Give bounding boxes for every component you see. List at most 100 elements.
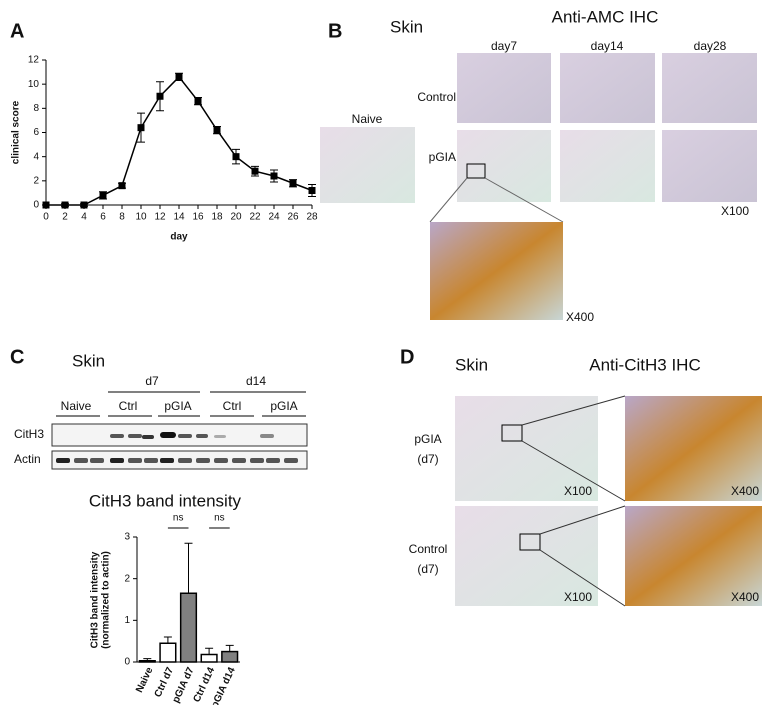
panel-letters: A B C D bbox=[10, 20, 414, 368]
panel-letter: A bbox=[10, 20, 24, 42]
x-tick-label: 28 bbox=[306, 212, 318, 223]
marker bbox=[99, 191, 107, 199]
x-tick-label: 8 bbox=[119, 212, 125, 223]
micrograph bbox=[625, 396, 762, 501]
x-tick-label: 20 bbox=[230, 212, 242, 223]
title: Anti-AMC IHC bbox=[552, 7, 659, 26]
zoom-line bbox=[539, 505, 626, 535]
error-bar bbox=[184, 542, 193, 594]
x-tick-label: 10 bbox=[135, 212, 147, 223]
micrograph bbox=[457, 130, 551, 202]
group-label: d14 bbox=[246, 374, 266, 388]
zoom-line bbox=[429, 177, 468, 223]
micrograph bbox=[560, 53, 655, 123]
marker bbox=[42, 201, 50, 209]
line bbox=[46, 75, 313, 206]
panel-c: Skin d7 d14 Naive Ctrl pGIA Ctrl pGIA Ci… bbox=[14, 351, 308, 470]
marker bbox=[308, 187, 316, 194]
zoom-box bbox=[519, 533, 541, 551]
row-label: (d7) bbox=[417, 562, 438, 576]
lane-label: Naive bbox=[61, 399, 92, 413]
y-tick-label: 8 bbox=[33, 103, 39, 114]
bar bbox=[138, 660, 156, 663]
row-label: (d7) bbox=[417, 452, 438, 466]
panel-letter: B bbox=[328, 20, 342, 42]
x-axis-label: day bbox=[170, 232, 188, 243]
col-label: day14 bbox=[591, 39, 624, 53]
marker bbox=[80, 201, 88, 209]
y-tick-label: 6 bbox=[33, 127, 39, 138]
y-axis-label: (normalized to actin) bbox=[101, 551, 112, 649]
y-axis-label: clinical score bbox=[11, 100, 22, 164]
bar bbox=[221, 650, 239, 663]
zoom-line bbox=[521, 440, 626, 502]
x-tick-label: 22 bbox=[249, 212, 261, 223]
col-label: day7 bbox=[491, 39, 517, 53]
blot-label: Actin bbox=[14, 452, 41, 466]
marker bbox=[61, 201, 69, 209]
row-label: pGIA bbox=[414, 432, 441, 446]
panel-d: Skin Anti-CitH3 IHC pGIA (d7) Control (d… bbox=[409, 355, 762, 607]
y-tick-label: 2 bbox=[33, 175, 39, 186]
marker bbox=[137, 124, 145, 132]
tissue: Skin bbox=[455, 355, 488, 374]
x-tick-label: 12 bbox=[154, 212, 166, 223]
y-tick-label: 12 bbox=[28, 55, 40, 66]
micrograph bbox=[662, 130, 757, 202]
micrograph bbox=[455, 396, 598, 501]
title: Anti-CitH3 IHC bbox=[589, 355, 700, 374]
zoom-line bbox=[484, 177, 564, 223]
magnification: X400 bbox=[731, 590, 759, 604]
panel-b: Skin Anti-AMC IHC day7 day14 day28 Contr… bbox=[320, 7, 757, 324]
y-tick-label: 0 bbox=[124, 657, 130, 668]
magnification: X100 bbox=[564, 484, 592, 498]
lane-label: pGIA bbox=[164, 399, 191, 413]
group-label: d7 bbox=[145, 374, 159, 388]
annotation: ns bbox=[173, 513, 184, 524]
col-label: Naive bbox=[352, 112, 383, 126]
magnification: X100 bbox=[721, 204, 749, 218]
col-label: day28 bbox=[694, 39, 727, 53]
marker bbox=[232, 153, 240, 161]
x-tick-label: 26 bbox=[287, 212, 299, 223]
y-tick-label: 2 bbox=[124, 573, 130, 584]
x-tick-label: 4 bbox=[81, 212, 87, 223]
x-tick-label: 2 bbox=[62, 212, 68, 223]
micrograph bbox=[320, 127, 415, 203]
bar bbox=[200, 653, 218, 663]
marker bbox=[213, 126, 221, 134]
panel-letter: D bbox=[400, 346, 414, 368]
micrograph bbox=[560, 130, 655, 202]
zoom-line bbox=[539, 549, 626, 607]
zoom-box bbox=[501, 424, 523, 442]
panel-letter: C bbox=[10, 346, 24, 368]
micrograph bbox=[662, 53, 757, 123]
y-tick-label: 3 bbox=[124, 532, 130, 543]
blot-label: CitH3 bbox=[14, 427, 44, 441]
x-tick-label: 18 bbox=[211, 212, 223, 223]
marker bbox=[270, 172, 278, 180]
y-axis-label: CitH3 band intensity bbox=[90, 551, 101, 648]
chart-title: CitH3 band intensity bbox=[89, 491, 242, 510]
row-label: Control bbox=[409, 542, 448, 556]
lane-label: pGIA bbox=[270, 399, 297, 413]
marker bbox=[118, 182, 126, 190]
zoom-line bbox=[521, 395, 626, 426]
tissue: Skin bbox=[72, 351, 105, 370]
micrograph bbox=[457, 53, 551, 123]
error-bar bbox=[205, 647, 214, 655]
lane-label: Ctrl bbox=[223, 399, 242, 413]
lane-label: Ctrl bbox=[119, 399, 138, 413]
x-tick-label: 24 bbox=[268, 212, 280, 223]
marker bbox=[156, 92, 164, 100]
row-label: Control bbox=[417, 90, 456, 104]
micrograph bbox=[625, 506, 762, 606]
x-tick-label: Naive bbox=[134, 665, 155, 694]
bar bbox=[179, 592, 198, 663]
y-tick-label: 10 bbox=[28, 79, 40, 90]
error-bar bbox=[225, 644, 234, 652]
magnification: X400 bbox=[566, 310, 594, 324]
magnification: X400 bbox=[731, 484, 759, 498]
marker bbox=[251, 167, 259, 175]
